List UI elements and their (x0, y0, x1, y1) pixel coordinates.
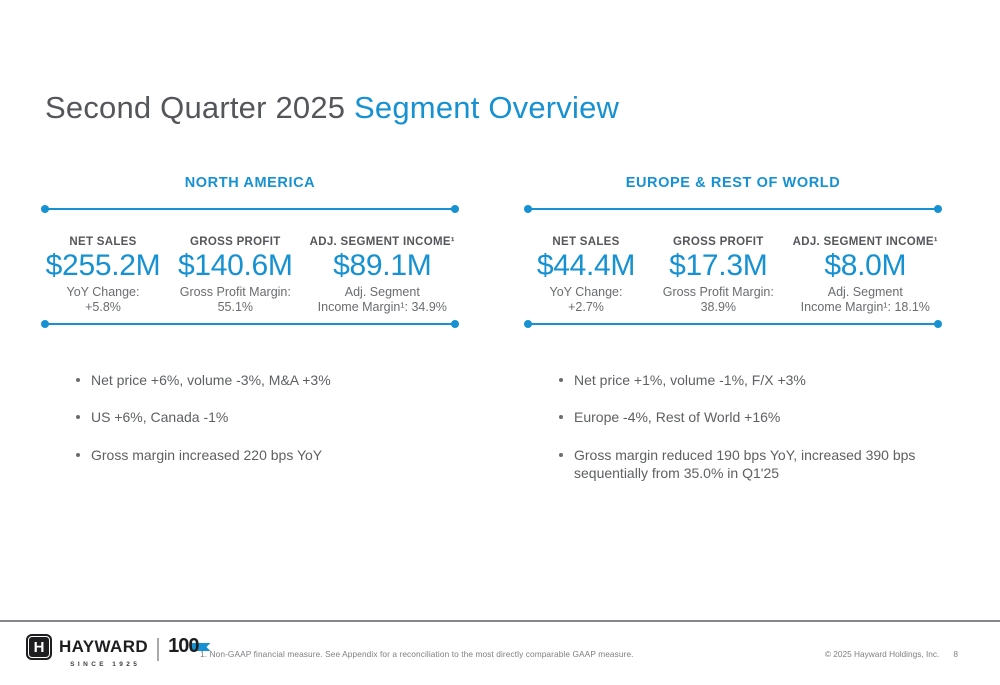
metric-subtext: Gross Profit Margin: 38.9% (649, 285, 788, 316)
metric-label: ADJ. SEGMENT INCOME¹ (309, 236, 455, 248)
bullet-text: US +6%, Canada -1% (91, 409, 229, 426)
hayward-h-icon: H (26, 634, 52, 660)
metric-label: GROSS PROFIT (190, 236, 281, 248)
metric-subtext-line2: +5.8% (85, 299, 121, 314)
bullet-icon (559, 378, 563, 382)
slide-title-prefix: Second Quarter 2025 (45, 90, 355, 125)
list-item: Europe -4%, Rest of World +16% (559, 408, 939, 426)
metric-subtext: YoY Change: +2.7% (523, 285, 649, 316)
hayward-100-text: 100 (168, 635, 199, 657)
copyright-block: © 2025 Hayward Holdings, Inc. 8 (825, 649, 958, 659)
metric-value: $255.2M (45, 249, 161, 282)
metric-subtext-line2: 55.1% (217, 299, 254, 314)
metric-subtext: Adj. Segment Income Margin¹: 18.1% (788, 285, 943, 316)
divider-dot-left (524, 205, 532, 213)
bullet-text: Gross margin reduced 190 bps YoY, increa… (574, 446, 916, 482)
metric-gross-profit: GROSS PROFIT $17.3M Gross Profit Margin:… (649, 236, 788, 315)
metric-value: $44.4M (536, 249, 636, 282)
divider-bottom (41, 320, 459, 328)
hayward-h-letter: H (33, 638, 45, 656)
list-item: Net price +1%, volume -1%, F/X +3% (559, 371, 939, 389)
divider-top (524, 205, 942, 213)
divider-dot-right (451, 320, 459, 328)
divider-bottom (524, 320, 942, 328)
metric-label: ADJ. SEGMENT INCOME¹ (792, 236, 938, 248)
metrics-row: NET SALES $44.4M YoY Change: +2.7% GROSS… (523, 236, 943, 315)
page-number: 8 (953, 649, 958, 659)
footnote: 1. Non-GAAP financial measure. See Appen… (200, 649, 634, 659)
bullet-list: Net price +1%, volume -1%, F/X +3% Europ… (559, 371, 939, 502)
copyright-text: © 2025 Hayward Holdings, Inc. (824, 649, 940, 659)
slide-title-highlight: Segment Overview (354, 90, 620, 125)
slide-title: Second Quarter 2025 Segment Overview (45, 90, 619, 126)
segment-panel-europe-rest-of-world: EUROPE & REST OF WORLD NET SALES $44.4M … (523, 170, 943, 670)
logo-separator (157, 638, 160, 661)
metric-label: GROSS PROFIT (673, 236, 764, 248)
metric-net-sales: NET SALES $255.2M YoY Change: +5.8% (40, 236, 166, 315)
metric-subtext-line1: Gross Profit Margin: (662, 284, 774, 299)
metric-value: $89.1M (333, 249, 432, 282)
divider-dot-left (41, 205, 49, 213)
list-item: Gross margin increased 220 bps YoY (76, 446, 456, 464)
metric-subtext: Adj. Segment Income Margin¹: 34.9% (305, 285, 460, 316)
hayward-brand-block: HAYWARD SINCE 1925 (59, 634, 148, 668)
blue-flag-icon (190, 643, 211, 651)
footer-divider (0, 620, 1000, 622)
segment-panel-north-america: NORTH AMERICA NET SALES $255.2M YoY Chan… (40, 170, 460, 670)
divider-dot-right (934, 320, 942, 328)
bullet-text: Europe -4%, Rest of World +16% (574, 409, 781, 426)
bullet-icon (559, 452, 563, 457)
metric-net-sales: NET SALES $44.4M YoY Change: +2.7% (523, 236, 649, 315)
list-item: Net price +6%, volume -3%, M&A +3% (76, 371, 456, 389)
metric-subtext-line1: Adj. Segment (827, 284, 903, 299)
bullet-icon (76, 378, 80, 382)
metric-value: $17.3M (669, 249, 768, 282)
metric-subtext-line1: YoY Change: (66, 284, 140, 299)
bullet-icon (76, 415, 80, 420)
hayward-logo: H HAYWARD SINCE 1925 100 (26, 634, 211, 668)
metric-subtext-line1: Adj. Segment (344, 284, 420, 299)
hayward-100-mark: 100 (168, 634, 211, 657)
metric-subtext-line2: Income Margin¹: 18.1% (800, 299, 930, 314)
divider-dot-left (41, 320, 49, 328)
divider-top (41, 205, 459, 213)
list-item: Gross margin reduced 190 bps YoY, increa… (559, 446, 939, 483)
hayward-tagline: SINCE 1925 (70, 661, 141, 668)
bullet-text: Net price +6%, volume -3%, M&A +3% (91, 372, 331, 388)
segment-title: EUROPE & REST OF WORLD (625, 175, 841, 191)
metric-subtext: Gross Profit Margin: 55.1% (166, 285, 305, 316)
metric-gross-profit: GROSS PROFIT $140.6M Gross Profit Margin… (166, 236, 305, 315)
metric-subtext-line2: 38.9% (700, 299, 737, 314)
metric-subtext-line2: Income Margin¹: 34.9% (317, 299, 447, 314)
metric-adj-segment-income: ADJ. SEGMENT INCOME¹ $89.1M Adj. Segment… (305, 236, 460, 315)
bullet-icon (559, 415, 563, 420)
hayward-brand-text: HAYWARD (59, 637, 149, 656)
metric-label: NET SALES (69, 236, 137, 248)
metric-subtext-line1: YoY Change: (549, 284, 623, 299)
metric-subtext-line1: Gross Profit Margin: (179, 284, 291, 299)
metrics-row: NET SALES $255.2M YoY Change: +5.8% GROS… (40, 236, 460, 315)
metric-label: NET SALES (552, 236, 620, 248)
metric-value: $140.6M (177, 249, 293, 282)
divider-dot-right (934, 205, 942, 213)
bullet-list: Net price +6%, volume -3%, M&A +3% US +6… (76, 371, 456, 483)
bullet-icon (76, 452, 80, 457)
metric-subtext-line2: +2.7% (568, 299, 604, 314)
list-item: US +6%, Canada -1% (76, 408, 456, 426)
bullet-text: Gross margin increased 220 bps YoY (91, 446, 323, 463)
metric-value: $8.0M (824, 249, 907, 282)
segment-title: NORTH AMERICA (184, 175, 316, 191)
divider-dot-left (524, 320, 532, 328)
bullet-text: Net price +1%, volume -1%, F/X +3% (574, 372, 806, 388)
metric-subtext: YoY Change: +5.8% (40, 285, 166, 316)
divider-dot-right (451, 205, 459, 213)
metric-adj-segment-income: ADJ. SEGMENT INCOME¹ $8.0M Adj. Segment … (788, 236, 943, 315)
